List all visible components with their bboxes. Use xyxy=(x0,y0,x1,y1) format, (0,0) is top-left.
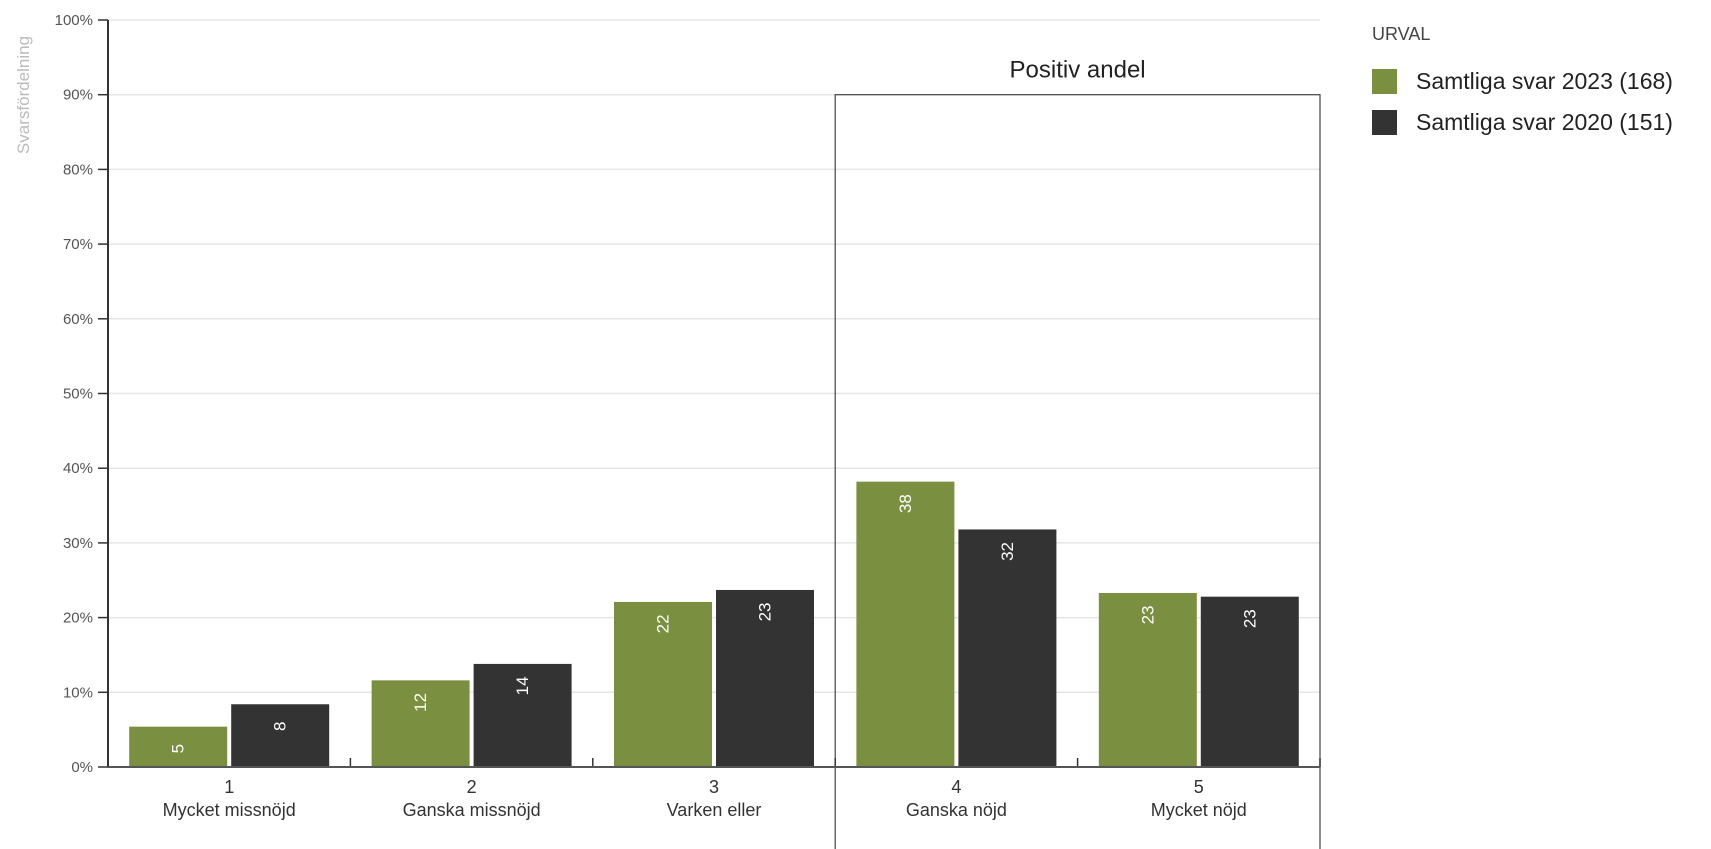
x-tick-label-name: Mycket nöjd xyxy=(1151,800,1247,820)
data-label: 38 xyxy=(896,494,915,513)
x-tick-label-name: Varken eller xyxy=(667,800,762,820)
data-label: 23 xyxy=(1138,605,1157,624)
x-tick-label-number: 2 xyxy=(467,777,477,797)
legend-item-2023[interactable]: Samtliga svar 2023 (168) xyxy=(1372,61,1673,102)
x-tick-label-number: 5 xyxy=(1194,777,1204,797)
data-label: 12 xyxy=(411,693,430,712)
y-tick-label: 100% xyxy=(55,12,93,29)
data-label: 22 xyxy=(654,614,673,633)
x-tick-label-name: Ganska nöjd xyxy=(906,800,1007,820)
legend-swatch-2023 xyxy=(1372,69,1397,94)
bar-4-series-1 xyxy=(856,481,955,767)
x-tick-label-name: Ganska missnöjd xyxy=(403,800,541,820)
data-label: 32 xyxy=(998,542,1017,561)
bar-3-series-1 xyxy=(614,601,712,767)
y-tick-label: 60% xyxy=(63,311,93,328)
chart: 0% 10% 20% 30% 40% 50% 60% 70% 80% 90% 100% Svarsfö… xyxy=(14,12,1321,849)
legend-title: URVAL xyxy=(1372,24,1431,44)
y-tick-label: 0% xyxy=(71,759,93,776)
bar-3-series-2 xyxy=(716,589,814,767)
bar-5-series-1 xyxy=(1098,592,1197,767)
y-tick-label: 80% xyxy=(63,161,93,178)
highlight-box xyxy=(834,94,1321,849)
y-tick-label: 30% xyxy=(63,535,93,552)
x-tick-label-number: 4 xyxy=(951,777,961,797)
y-tick-label: 70% xyxy=(63,236,93,253)
x-tick-label-name: Mycket missnöjd xyxy=(163,800,296,820)
legend-swatch-2020 xyxy=(1372,110,1397,135)
legend-label-2020: Samtliga svar 2020 (151) xyxy=(1416,109,1673,135)
bar-5-series-2 xyxy=(1200,596,1299,767)
y-tick-label: 40% xyxy=(63,460,93,477)
x-tick-label-number: 1 xyxy=(224,777,234,797)
highlight-label: Positiv andel xyxy=(1010,57,1146,84)
data-label: 14 xyxy=(513,676,532,695)
bar-2-series-2 xyxy=(473,663,572,767)
bar-4-series-2 xyxy=(958,529,1057,767)
legend-label-2023: Samtliga svar 2023 (168) xyxy=(1416,68,1673,94)
legend: URVAL Samtliga svar 2023 (168) Samtliga … xyxy=(1372,20,1673,143)
data-label: 5 xyxy=(169,744,188,753)
bar-1-series-2 xyxy=(231,704,330,767)
bar-1-series-1 xyxy=(129,726,228,767)
data-label: 23 xyxy=(1240,609,1259,628)
y-tick-label: 50% xyxy=(63,386,93,403)
y-tick-label: 90% xyxy=(63,87,93,104)
legend-item-2020[interactable]: Samtliga svar 2020 (151) xyxy=(1372,102,1673,143)
bar-2-series-1 xyxy=(371,680,470,767)
x-tick-label-number: 3 xyxy=(709,777,719,797)
data-label: 8 xyxy=(271,722,290,731)
y-tick-label: 20% xyxy=(63,610,93,627)
y-tick-label: 10% xyxy=(63,684,93,701)
y-axis-label: Svarsfördelning xyxy=(14,36,33,154)
data-label: 23 xyxy=(756,603,775,622)
